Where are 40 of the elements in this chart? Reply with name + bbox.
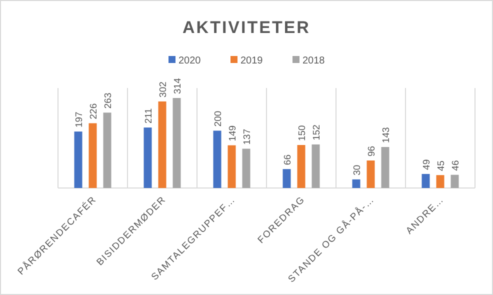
legend-label: 2020 bbox=[178, 56, 202, 66]
data-label: 66 bbox=[282, 154, 294, 166]
data-label: 152 bbox=[311, 124, 322, 140]
data-label: 211 bbox=[143, 108, 154, 124]
bar bbox=[282, 169, 291, 188]
bar bbox=[172, 98, 181, 188]
bar bbox=[422, 174, 430, 188]
bar bbox=[228, 145, 236, 188]
data-label: 197 bbox=[74, 112, 85, 128]
bar bbox=[381, 147, 390, 188]
bar bbox=[213, 130, 222, 188]
bar bbox=[88, 123, 97, 188]
data-label: 96 bbox=[366, 146, 378, 156]
bar bbox=[242, 148, 250, 188]
data-label: 226 bbox=[88, 103, 100, 120]
legend-label: 2019 bbox=[240, 56, 264, 66]
data-label: 302 bbox=[158, 82, 169, 98]
data-label: 49 bbox=[421, 159, 432, 170]
data-label: 30 bbox=[352, 164, 363, 176]
bar bbox=[103, 112, 112, 188]
bar bbox=[312, 144, 320, 188]
bar bbox=[450, 174, 459, 188]
bar bbox=[366, 160, 375, 188]
bar bbox=[74, 132, 82, 188]
data-label: 314 bbox=[172, 78, 184, 94]
data-label: 46 bbox=[450, 160, 462, 171]
bar bbox=[352, 179, 360, 188]
legend-label: 2018 bbox=[302, 56, 326, 66]
data-label: 150 bbox=[296, 125, 308, 142]
data-label: 143 bbox=[380, 127, 392, 144]
bar bbox=[158, 101, 166, 188]
bar bbox=[144, 128, 152, 188]
data-label: 200 bbox=[212, 110, 224, 127]
data-label: 137 bbox=[242, 128, 253, 145]
data-label: 149 bbox=[227, 125, 238, 142]
data-label: 45 bbox=[436, 160, 447, 172]
bar bbox=[436, 175, 444, 188]
bar bbox=[297, 145, 306, 188]
chart-title: AKTIVITETER bbox=[182, 18, 310, 37]
data-label: 263 bbox=[102, 92, 114, 109]
